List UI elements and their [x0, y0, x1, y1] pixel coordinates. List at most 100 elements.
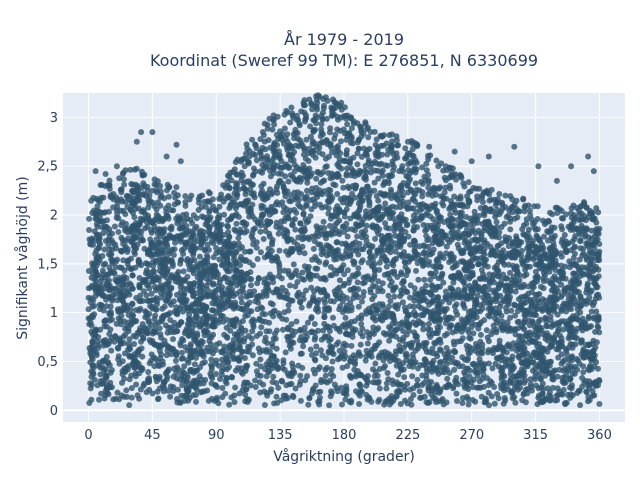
data-point	[348, 304, 355, 311]
data-point	[213, 371, 220, 377]
data-point	[325, 349, 332, 356]
data-point	[217, 232, 224, 239]
data-point	[519, 337, 526, 344]
data-point	[126, 376, 133, 383]
data-point	[269, 241, 275, 248]
data-point	[210, 323, 217, 330]
data-point	[302, 155, 309, 162]
data-point	[300, 296, 307, 302]
data-point	[317, 133, 324, 140]
data-point	[574, 357, 581, 364]
data-point	[159, 241, 166, 248]
data-point	[99, 224, 106, 231]
data-point	[276, 261, 283, 268]
data-point	[137, 292, 144, 299]
data-point	[591, 280, 597, 286]
data-point	[327, 187, 334, 194]
data-point	[445, 381, 452, 388]
data-point	[531, 279, 538, 286]
data-point	[566, 332, 573, 339]
data-point	[416, 216, 423, 223]
data-point	[394, 196, 401, 203]
data-point	[505, 243, 512, 250]
data-point	[591, 314, 598, 321]
data-point	[252, 225, 258, 232]
data-point	[325, 153, 332, 160]
data-point	[593, 308, 600, 315]
data-point	[516, 333, 523, 340]
data-point	[398, 226, 405, 233]
data-point	[337, 303, 344, 310]
data-point	[232, 367, 239, 374]
data-point	[283, 382, 290, 389]
data-point	[238, 299, 245, 306]
data-point	[437, 346, 443, 353]
data-point	[310, 128, 317, 135]
data-point	[302, 336, 309, 343]
data-point	[355, 251, 362, 258]
data-point	[502, 397, 509, 404]
data-point	[135, 258, 142, 265]
data-point	[134, 241, 141, 248]
data-point	[158, 351, 165, 358]
data-point	[450, 385, 457, 392]
data-point	[323, 324, 330, 331]
data-point	[434, 256, 440, 263]
data-point	[269, 257, 275, 264]
data-point	[190, 270, 197, 277]
data-point	[197, 364, 203, 371]
data-point	[526, 317, 533, 324]
data-point	[181, 393, 188, 400]
data-point	[201, 229, 208, 235]
data-point	[126, 336, 133, 343]
data-point	[470, 360, 477, 367]
data-point	[167, 310, 173, 316]
data-point	[280, 357, 287, 364]
data-point	[143, 309, 150, 316]
data-point	[276, 155, 283, 162]
data-point	[407, 396, 414, 402]
data-point	[286, 152, 293, 159]
data-point	[243, 187, 250, 194]
data-point	[203, 291, 210, 298]
data-point	[300, 343, 307, 350]
data-point	[263, 348, 270, 355]
data-point	[119, 237, 126, 243]
data-point	[457, 212, 464, 219]
data-point	[281, 204, 287, 211]
data-point	[339, 401, 345, 408]
data-point	[576, 388, 583, 394]
data-point	[454, 241, 461, 248]
data-point	[309, 328, 315, 335]
data-point	[435, 370, 442, 377]
data-point	[395, 371, 402, 378]
data-point	[249, 201, 256, 208]
data-point	[578, 302, 585, 309]
data-point	[333, 385, 340, 392]
data-point	[185, 316, 192, 323]
data-point	[99, 218, 106, 225]
data-point	[494, 248, 500, 255]
data-point	[443, 243, 450, 250]
data-point	[320, 218, 327, 225]
data-point	[289, 222, 296, 228]
data-point	[450, 279, 457, 286]
data-point	[413, 311, 419, 318]
data-point	[167, 393, 174, 400]
data-point	[524, 350, 531, 357]
data-point	[383, 224, 390, 231]
data-point	[487, 278, 493, 285]
data-point	[331, 135, 338, 142]
data-point	[145, 319, 152, 326]
data-point	[282, 189, 288, 196]
data-point	[313, 175, 320, 182]
data-point	[131, 251, 138, 257]
data-point	[258, 190, 265, 197]
data-point	[594, 284, 601, 290]
data-point	[576, 256, 583, 263]
data-point	[278, 293, 285, 300]
data-point	[588, 287, 595, 294]
data-point	[97, 241, 103, 248]
data-point	[220, 293, 226, 300]
data-point	[208, 362, 215, 368]
